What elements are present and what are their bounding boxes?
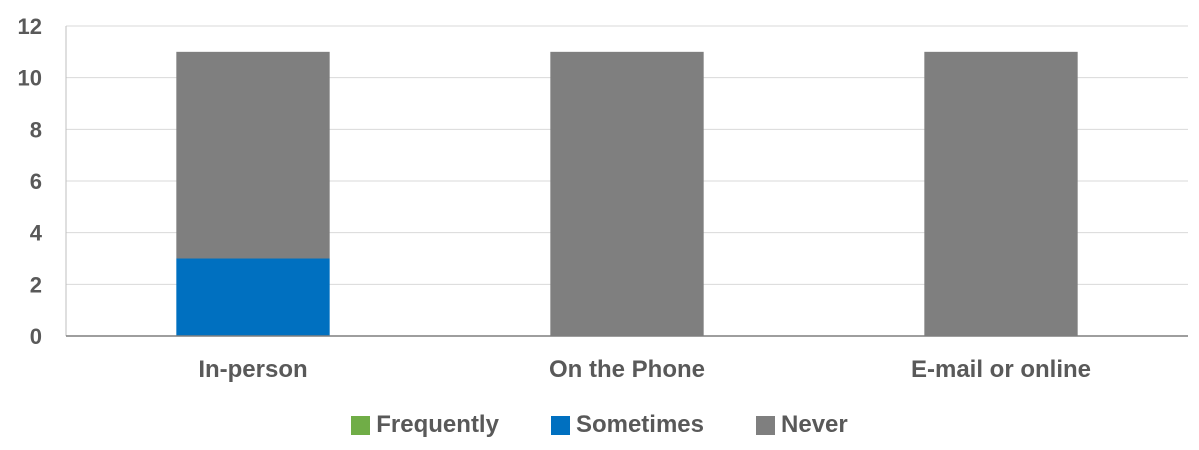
y-tick-label-4: 4 xyxy=(30,221,43,246)
y-tick-label-12: 12 xyxy=(18,14,42,39)
y-tick-label-10: 10 xyxy=(18,66,42,91)
axes: 0 2 4 6 8 10 12 In-person On the Phone E-mail or … xyxy=(18,14,1188,383)
bar-never-in-person xyxy=(176,51,330,259)
x-tick-label-on-the-phone: On the Phone xyxy=(549,356,705,383)
legend-swatch-never xyxy=(756,415,776,435)
bar-never-on-the-phone xyxy=(550,51,704,336)
bar-sometimes-in-person xyxy=(176,258,330,336)
legend-item-frequently: Frequently xyxy=(351,411,499,439)
bars xyxy=(176,51,1078,336)
legend-swatch-sometimes xyxy=(550,415,570,435)
y-tick-label-6: 6 xyxy=(30,169,42,194)
legend: Frequently Sometimes Never xyxy=(0,411,1199,439)
legend-label-frequently: Frequently xyxy=(376,411,499,438)
legend-item-sometimes: Sometimes xyxy=(550,411,705,439)
y-tick-label-8: 8 xyxy=(30,117,42,142)
legend-label-never: Never xyxy=(781,411,848,438)
x-tick-label-in-person: In-person xyxy=(198,356,307,383)
y-tick-label-2: 2 xyxy=(30,272,42,297)
legend-item-never: Never xyxy=(756,411,848,439)
x-tick-label-e-mail-or-online: E-mail or online xyxy=(911,356,1091,383)
bar-never-e-mail-or-online xyxy=(924,51,1078,336)
legend-label-sometimes: Sometimes xyxy=(575,411,705,438)
legend-swatch-frequently xyxy=(351,415,371,435)
y-tick-label-0: 0 xyxy=(30,324,42,349)
